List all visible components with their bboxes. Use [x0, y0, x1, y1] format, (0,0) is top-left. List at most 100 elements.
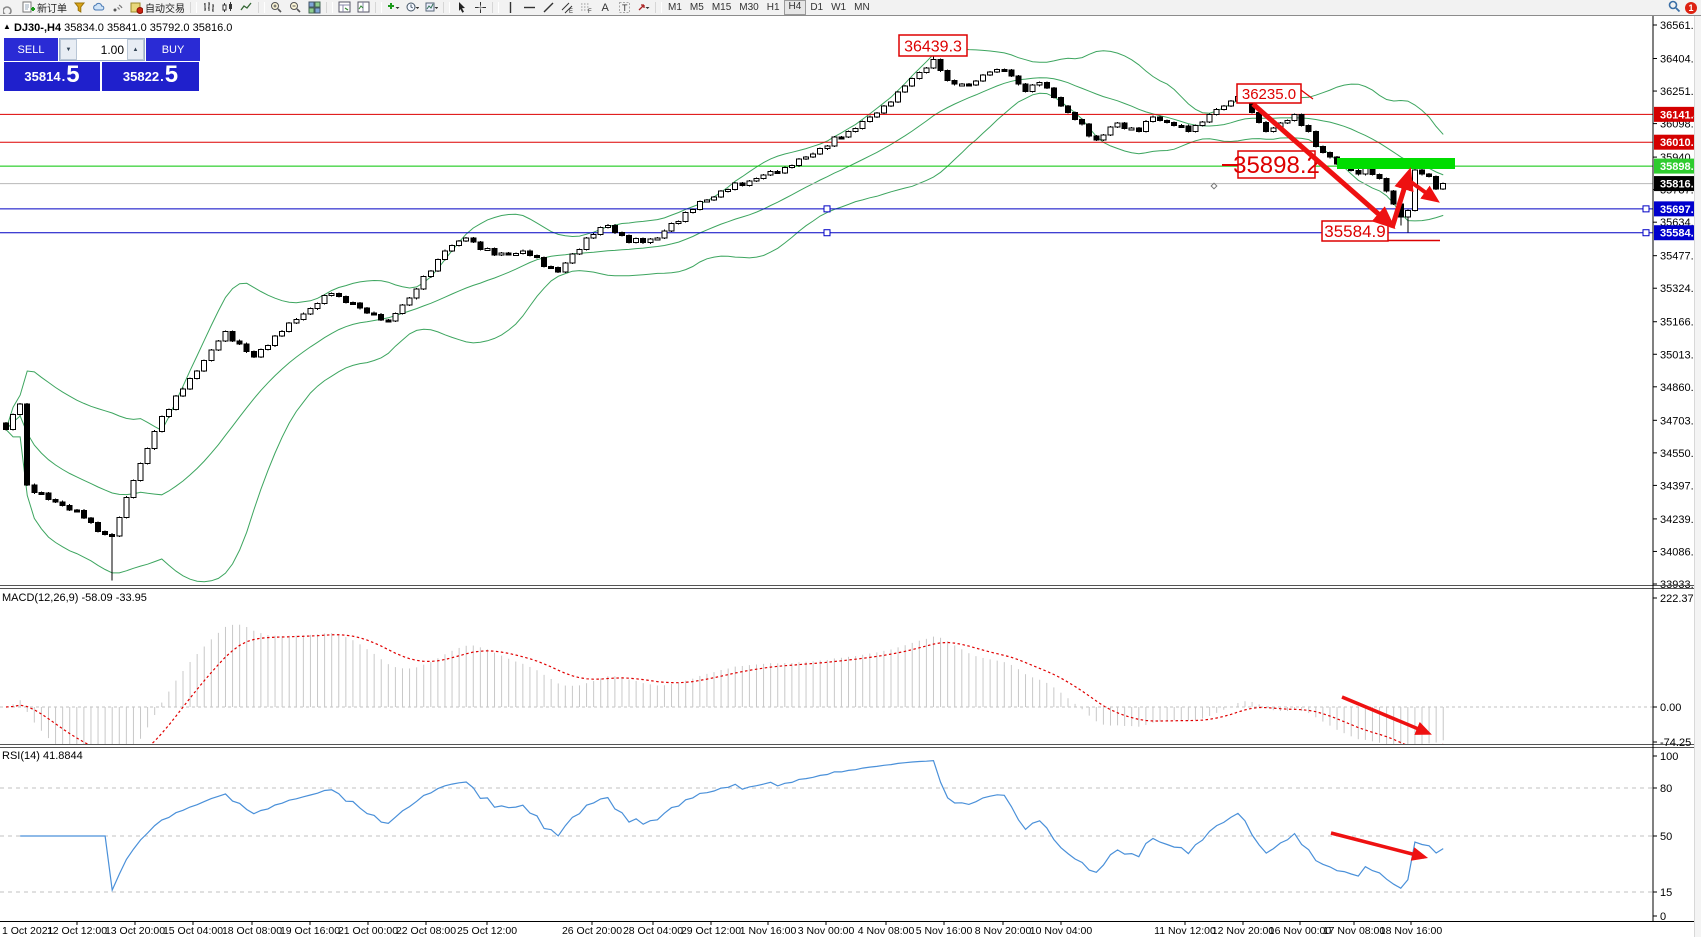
svg-text:35166.5: 35166.5	[1660, 317, 1700, 329]
toolbar-separator	[375, 2, 382, 13]
crosshair-tool[interactable]	[471, 1, 490, 14]
trend-arrow-3[interactable]	[1402, 175, 1440, 203]
svg-text:18 Nov 16:00: 18 Nov 16:00	[1380, 925, 1443, 937]
signals-icon[interactable]	[108, 1, 127, 14]
svg-text:100: 100	[1660, 751, 1678, 763]
svg-text:0.00: 0.00	[1660, 702, 1681, 714]
timeframe-button-m1[interactable]: M1	[668, 2, 682, 13]
trend-arrow-1[interactable]	[1251, 102, 1396, 229]
price-callout-35584.9[interactable]: 35584.9	[1321, 220, 1389, 242]
timeframe-button-mn[interactable]: MN	[854, 2, 870, 13]
zoom-out-icon[interactable]	[286, 1, 305, 14]
toolbar-separator	[492, 2, 499, 13]
bar-chart-icon[interactable]	[199, 1, 218, 14]
buy-price-display[interactable]: 35822. 5	[102, 62, 199, 91]
svg-text:16 Nov 00:00: 16 Nov 00:00	[1269, 925, 1332, 937]
timeframe-button-h4[interactable]: H4	[783, 0, 807, 15]
volume-decrease-button[interactable]: ▼	[60, 39, 77, 60]
svg-text:222.37: 222.37	[1660, 593, 1694, 605]
svg-text:80: 80	[1660, 783, 1672, 795]
volume-stepper: ▼ ▲	[59, 38, 145, 61]
svg-text:1 Nov 16:00: 1 Nov 16:00	[740, 925, 797, 937]
rsi-arrow[interactable]	[1330, 831, 1429, 861]
svg-text:36404.0: 36404.0	[1660, 54, 1700, 66]
collapse-toggle-icon[interactable]: ▲	[3, 22, 11, 31]
svg-text:26 Oct 20:00: 26 Oct 20:00	[562, 925, 622, 937]
fibonacci-tool[interactable]: F	[577, 1, 596, 14]
price-callout-36235.0[interactable]: 36235.0	[1236, 83, 1302, 104]
svg-text:36141.4: 36141.4	[1660, 109, 1701, 121]
toolbar-separator	[258, 2, 265, 13]
new-order-button-label: 新订单	[37, 4, 67, 15]
supply-zone-rectangle[interactable]	[1337, 158, 1455, 169]
svg-text:35898.2: 35898.2	[1233, 152, 1320, 179]
svg-text:35477.0: 35477.0	[1660, 251, 1700, 263]
candlesticks	[3, 50, 1447, 581]
svg-text:34703.0: 34703.0	[1660, 415, 1700, 427]
one-click-trading-panel: SELL ▼ ▲ BUY 35814.5 35822.5	[4, 38, 200, 91]
horizontal-line-tool[interactable]	[520, 1, 539, 14]
svg-text:4 Nov 08:00: 4 Nov 08:00	[858, 925, 915, 937]
svg-text:12 Oct 12:00: 12 Oct 12:00	[47, 925, 107, 937]
auto-trading-button-label: 自动交易	[145, 4, 185, 15]
equidistant-channel-tool[interactable]: E	[558, 1, 577, 14]
svg-text:19 Oct 16:00: 19 Oct 16:00	[280, 925, 340, 937]
text-label-tool[interactable]: T	[615, 1, 634, 14]
auto-trading-button[interactable]: 自动交易	[127, 1, 188, 15]
svg-text:36561.5: 36561.5	[1660, 20, 1700, 32]
timeframe-button-d1[interactable]: D1	[810, 2, 824, 13]
timeframe-button-m15[interactable]: M15	[711, 2, 732, 13]
macd-arrow[interactable]	[1341, 695, 1432, 735]
timeframe-button-m30[interactable]: M30	[739, 2, 759, 13]
template-dropdown[interactable]	[422, 1, 441, 14]
zoom-in-icon[interactable]	[267, 1, 286, 14]
svg-text:13 Oct 20:00: 13 Oct 20:00	[105, 925, 165, 937]
timeframe-button-w1[interactable]: W1	[831, 2, 847, 13]
svg-text:25 Oct 12:00: 25 Oct 12:00	[457, 925, 517, 937]
svg-text:28 Oct 04:00: 28 Oct 04:00	[623, 925, 683, 937]
svg-text:3 Nov 00:00: 3 Nov 00:00	[798, 925, 855, 937]
price-callout-36439.3[interactable]: 36439.3	[898, 34, 968, 57]
cursor-tool[interactable]	[452, 1, 471, 14]
line-chart-icon[interactable]	[237, 1, 256, 14]
svg-text:34397.0: 34397.0	[1660, 480, 1700, 492]
svg-text:E: E	[569, 9, 573, 14]
price-callout-35898.2[interactable]: 35898.2	[1233, 150, 1320, 179]
vertical-line-tool[interactable]	[501, 1, 520, 14]
text-tool[interactable]: A	[596, 1, 615, 14]
sell-button[interactable]: SELL	[4, 38, 59, 61]
cloud-icon[interactable]	[89, 1, 108, 14]
tile-windows-icon[interactable]	[305, 1, 324, 14]
trendline-tool[interactable]	[539, 1, 558, 14]
svg-text:36235.0: 36235.0	[1242, 86, 1296, 103]
svg-text:35898.2: 35898.2	[1660, 161, 1700, 173]
timeframe-button-m5[interactable]: M5	[689, 2, 704, 13]
svg-text:36251.0: 36251.0	[1660, 86, 1700, 98]
arrange-window-icon[interactable]	[335, 1, 354, 14]
svg-text:12 Nov 20:00: 12 Nov 20:00	[1212, 925, 1275, 937]
svg-text:35584.9: 35584.9	[1324, 222, 1385, 241]
svg-text:11 Nov 12:00: 11 Nov 12:00	[1154, 925, 1216, 937]
arrange-window-2-icon[interactable]	[354, 1, 373, 14]
volume-input[interactable]	[77, 39, 127, 60]
toolbar-separator	[190, 2, 197, 13]
buy-button[interactable]: BUY	[145, 38, 200, 61]
search-icon[interactable]	[1668, 0, 1681, 16]
svg-text:15 Oct 04:00: 15 Oct 04:00	[163, 925, 223, 937]
buy-price-big-digit: 5	[164, 61, 179, 88]
timeframe-button-h1[interactable]: H1	[766, 2, 780, 13]
styler-bucket-icon[interactable]	[70, 1, 89, 14]
buy-price-base: 35822	[122, 69, 160, 84]
svg-text:35324.0: 35324.0	[1660, 283, 1700, 295]
add-indicator-dropdown[interactable]	[384, 1, 403, 14]
svg-text:-74.25: -74.25	[1660, 737, 1691, 749]
periods-dropdown[interactable]	[403, 1, 422, 14]
notifications-badge[interactable]: 1	[1685, 1, 1697, 14]
svg-text:33933.5: 33933.5	[1660, 579, 1700, 591]
sell-price-display[interactable]: 35814. 5	[4, 62, 102, 91]
trend-arrow-2[interactable]	[1389, 167, 1414, 229]
volume-increase-button[interactable]: ▲	[127, 39, 144, 60]
arrows-tool-dropdown[interactable]	[634, 1, 653, 14]
new-order-button[interactable]: 新订单	[19, 1, 70, 15]
candlestick-chart-icon[interactable]	[218, 1, 237, 14]
